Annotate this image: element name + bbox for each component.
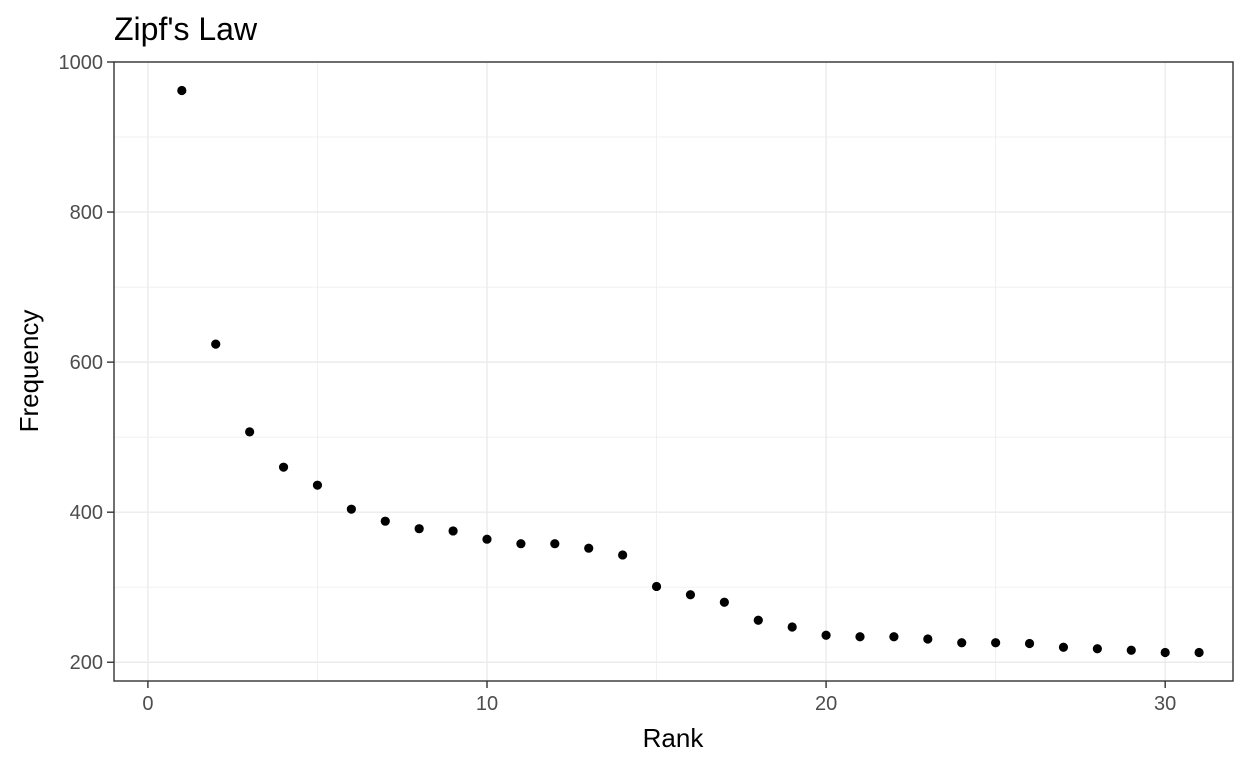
data-point: [1126, 645, 1136, 655]
chart-title: Zipf's Law: [114, 11, 258, 47]
data-point: [1194, 647, 1204, 658]
data-point: [1160, 647, 1170, 658]
data-point: [651, 581, 662, 592]
data-point: [312, 480, 323, 490]
data-point: [584, 543, 594, 553]
data-point: [821, 630, 831, 640]
data-point: [855, 632, 865, 642]
data-point: [414, 524, 424, 534]
data-point: [1092, 644, 1102, 654]
data-point: [923, 634, 933, 644]
x-tick-label: 10: [476, 693, 498, 715]
y-tick-label: 200: [70, 652, 103, 674]
data-point: [889, 632, 899, 642]
data-point: [550, 539, 560, 549]
data-point: [787, 622, 797, 632]
data-point: [991, 638, 1001, 648]
y-axis-title: Frequency: [14, 310, 44, 433]
data-point: [380, 516, 390, 526]
data-point: [245, 427, 255, 437]
plot-panel-border: [113, 61, 1234, 682]
x-tick-label: 30: [1154, 693, 1176, 715]
data-point: [346, 504, 356, 514]
x-axis-ticks: 0 10 20 30: [142, 681, 1176, 715]
data-point: [516, 539, 526, 549]
data-point: [278, 462, 289, 472]
data-point: [618, 550, 628, 560]
data-point: [1024, 638, 1035, 649]
data-point: [448, 526, 458, 536]
x-tick-label: 20: [815, 693, 837, 715]
y-tick-label: 400: [70, 502, 103, 524]
data-point: [482, 534, 492, 544]
data-point: [753, 615, 763, 625]
data-point: [719, 597, 729, 607]
y-tick-label: 800: [70, 202, 103, 224]
y-axis-ticks: 200 400 600 800 1000: [59, 52, 114, 674]
x-tick-label: 0: [142, 693, 153, 715]
x-axis-title: Rank: [643, 723, 705, 753]
y-tick-label: 1000: [59, 52, 104, 74]
data-points: [177, 85, 1204, 658]
data-point: [177, 85, 187, 96]
y-tick-label: 600: [70, 352, 103, 374]
data-point: [957, 638, 967, 648]
grid: [114, 61, 1233, 681]
data-point: [685, 590, 696, 600]
data-point: [1058, 642, 1069, 652]
data-point: [211, 339, 221, 349]
